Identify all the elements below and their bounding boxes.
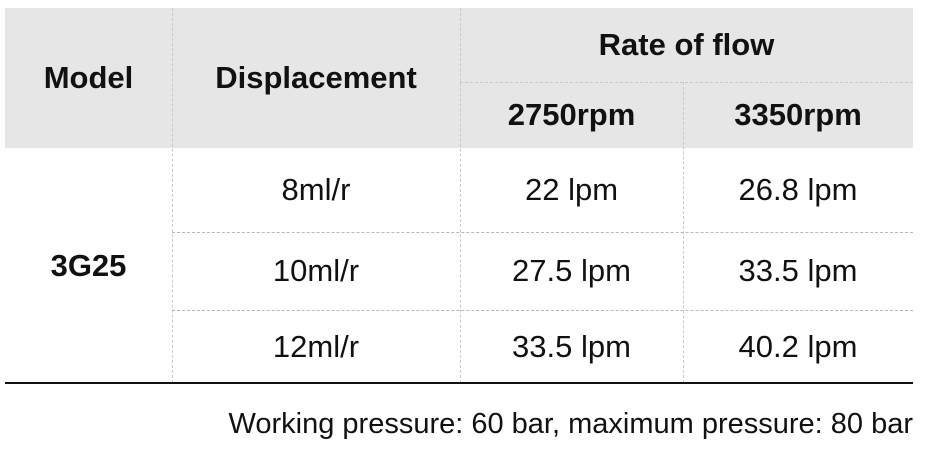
table-bottom-rule [5,382,913,384]
flow-cell: 40.2 lpm [738,328,858,364]
flow-cell: 33.5 lpm [738,253,858,288]
header-divider [460,82,913,83]
footnote: Working pressure: 60 bar, maximum pressu… [228,408,913,440]
column-divider [460,8,461,383]
header-speed: 3350rpm [734,97,862,132]
row-divider [172,232,913,233]
flow-cell: 33.5 lpm [512,328,631,364]
header-displacement: Displacement [215,60,417,95]
header-speed: 2750rpm [507,97,636,132]
model-cell: 3G25 [50,247,127,283]
row-divider [172,310,913,311]
displacement-cell: 8ml/r [281,172,351,207]
flow-cell: 26.8 lpm [738,172,858,207]
column-divider [172,8,173,383]
flow-cell: 22 lpm [524,172,619,207]
flow-cell: 27.5 lpm [512,253,631,288]
displacement-cell: 10ml/r [272,253,360,288]
header-band [5,8,913,148]
header-model: Model [43,60,134,95]
header-rate-of-flow: Rate of flow [598,27,775,62]
displacement-cell: 12ml/r [272,328,360,364]
